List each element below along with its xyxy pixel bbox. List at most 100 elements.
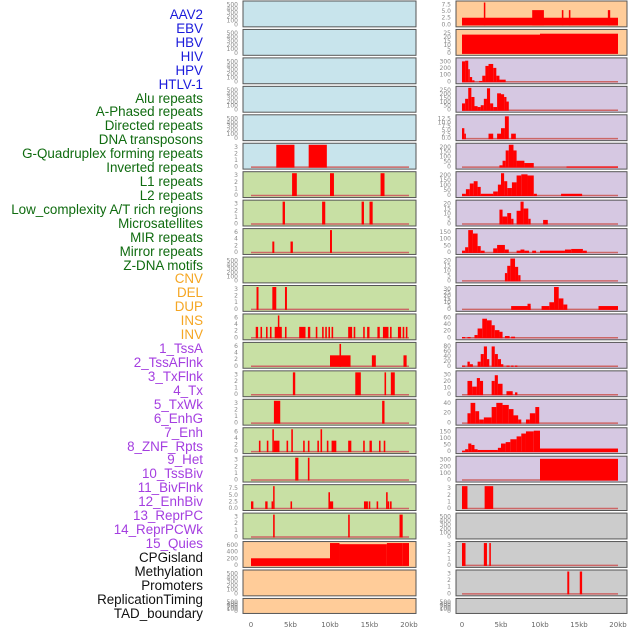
y-tick-label: 100 — [440, 154, 452, 161]
y-tick-label: 1 — [234, 470, 238, 477]
y-tick-label: 20 — [443, 378, 451, 385]
data-bar — [348, 326, 353, 339]
track-label: HPV — [175, 62, 203, 78]
track-panel — [455, 569, 628, 597]
data-bar — [330, 230, 332, 253]
y-tick-label: 10 — [443, 299, 451, 306]
data-bar — [382, 400, 385, 424]
data-bar — [540, 33, 618, 54]
data-bar — [397, 326, 402, 339]
data-bar — [255, 326, 259, 339]
data-bar — [467, 380, 473, 396]
y-tick-label: 400 — [227, 62, 239, 69]
data-bar — [489, 543, 491, 566]
y-tick-label: 2.5 — [441, 131, 451, 138]
data-bar — [348, 440, 352, 453]
data-bar — [488, 63, 494, 83]
data-bar — [566, 166, 618, 168]
data-bar — [353, 326, 356, 339]
data-bar — [501, 173, 505, 197]
data-bar — [506, 391, 513, 396]
data-bar — [515, 365, 518, 367]
y-tick-label: 1 — [234, 214, 238, 221]
y-tick-label: 0 — [234, 562, 238, 569]
y-tick-label: 0 — [234, 192, 238, 199]
data-bar — [251, 501, 254, 509]
y-tick-label: 400 — [227, 262, 239, 269]
y-tick-label: 500 — [227, 599, 239, 606]
data-bar — [494, 330, 500, 339]
y-tick-label: 500 — [227, 571, 239, 578]
y-tick-label: 3 — [234, 201, 238, 208]
data-bar — [273, 400, 281, 424]
y-tick-label: 400 — [440, 601, 452, 608]
data-bar — [292, 173, 297, 197]
data-bar — [497, 447, 501, 453]
data-bar — [511, 365, 514, 367]
data-bar — [499, 209, 503, 225]
y-tick-label: 400 — [227, 549, 239, 556]
data-bar — [494, 375, 498, 396]
track-label: HIV — [180, 48, 203, 64]
y-tick-label: 300 — [440, 58, 452, 65]
data-bar — [378, 440, 381, 453]
data-bar — [502, 404, 509, 424]
y-tick-label: 150 — [440, 229, 452, 236]
data-bar — [571, 248, 583, 253]
y-tick-label: 2 — [234, 520, 238, 527]
data-bar — [579, 571, 583, 595]
y-tick-label: 0.0 — [441, 135, 451, 142]
track-panel — [242, 512, 417, 540]
y-tick-label: 200 — [227, 127, 239, 134]
data-bar — [402, 543, 409, 566]
y-tick-label: 2 — [234, 356, 238, 363]
data-bar — [476, 378, 480, 396]
track-panel — [242, 57, 417, 85]
y-tick-label: 30 — [443, 286, 451, 293]
track-label: 11_BivFlnk — [137, 480, 203, 496]
track-panel — [455, 541, 628, 568]
data-bar — [499, 165, 503, 168]
data-bar — [504, 273, 508, 282]
data-bar — [504, 96, 507, 111]
data-bar — [497, 359, 501, 367]
data-bar — [269, 326, 272, 339]
y-tick-label: 0 — [447, 590, 451, 597]
data-bar — [330, 501, 334, 509]
data-bar — [284, 326, 287, 339]
data-bar — [272, 241, 275, 253]
data-bar — [513, 150, 517, 168]
y-tick-label: 6 — [234, 428, 238, 435]
y-tick-label: 15 — [443, 296, 451, 303]
track-label: 12_EnhBiv — [138, 494, 203, 510]
y-tick-label: 50 — [443, 159, 451, 166]
y-tick-label: 200 — [227, 555, 239, 562]
y-tick-label: 6 — [234, 343, 238, 350]
data-bar — [524, 250, 530, 253]
data-bar — [528, 218, 531, 225]
y-tick-label: 1 — [447, 584, 451, 591]
data-bar — [491, 380, 495, 396]
track-label: 8_ZNF_Rpts — [127, 438, 203, 454]
data-bar — [540, 458, 618, 481]
x-tick-label: 10kb — [531, 621, 549, 629]
data-bar — [508, 144, 514, 168]
y-tick-label: 0 — [447, 363, 451, 370]
y-tick-label: 100 — [227, 131, 239, 138]
y-tick-label: 0 — [447, 50, 451, 57]
y-tick-label: 400 — [227, 119, 239, 126]
data-bar — [462, 450, 466, 453]
data-bar — [507, 265, 511, 282]
data-bar — [521, 433, 526, 453]
y-tick-label: 150 — [440, 95, 452, 102]
data-bar — [290, 501, 293, 509]
data-bar — [511, 306, 528, 310]
y-tick-label: 60 — [443, 348, 451, 355]
track-panel — [455, 484, 628, 511]
y-tick-label: 0 — [234, 221, 238, 228]
data-bar — [469, 183, 474, 197]
data-bar — [499, 79, 506, 83]
y-tick-label: 150 — [440, 149, 452, 156]
data-bar — [369, 201, 373, 225]
y-tick-label: 200 — [227, 604, 239, 611]
